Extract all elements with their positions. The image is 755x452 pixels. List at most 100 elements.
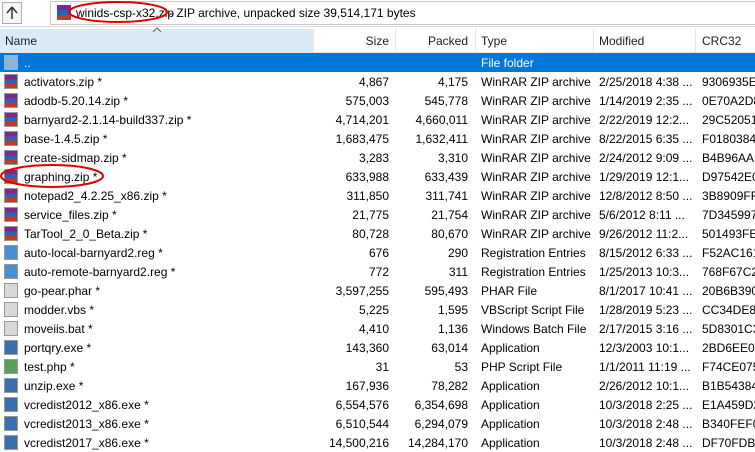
file-row[interactable]: test.php * 31 53 PHP Script File 1/1/2011 11… — [0, 357, 755, 376]
crc32: 20B6B390 — [702, 284, 755, 298]
column-title[interactable]: CRC32 — [702, 34, 742, 48]
crc32: 9306935E — [702, 75, 755, 89]
file-name: adodb-5.20.14.zip * — [24, 94, 129, 108]
packed-size: 4,175 — [437, 75, 468, 89]
file-name: auto-remote-barnyard2.reg * — [24, 265, 176, 279]
file-name: test.php * — [24, 360, 75, 374]
file-size: 311,850 — [346, 189, 390, 203]
crc32: 3B8909FF — [702, 189, 755, 203]
crc32: DF70FDBB — [702, 436, 755, 450]
file-size: 31 — [375, 360, 389, 374]
file-row[interactable]: go-pear.phar * 3,597,255 595,493 PHAR File 8… — [0, 281, 755, 300]
file-row[interactable]: service_files.zip * 21,775 21,754 WinRAR ZI… — [0, 205, 755, 224]
modified-date: 2/24/2012 9:09 ... — [599, 151, 693, 165]
sort-arrow — [152, 27, 162, 33]
file-size: 6,510,544 — [335, 417, 389, 431]
packed-size: 1,595 — [437, 303, 468, 317]
packed-size: 633,439 — [424, 170, 468, 184]
file-icon — [4, 226, 18, 241]
file-row[interactable]: adodb-5.20.14.zip * 575,003 545,778 WinRAR … — [0, 91, 755, 110]
file-row[interactable]: vcredist2012_x86.exe * 6,554,576 6,354,698… — [0, 395, 755, 414]
crc32: 5D8301C3 — [702, 322, 755, 336]
file-row[interactable]: activators.zip * 4,867 4,175 WinRAR ZIP arc… — [0, 72, 755, 91]
modified-date: 1/1/2011 11:19 ... — [599, 360, 691, 374]
file-row[interactable]: barnyard2-2.1.14-build337.zip * 4,714,201… — [0, 110, 755, 129]
file-row[interactable]: create-sidmap.zip * 3,283 3,310 WinRAR ZIP … — [0, 148, 755, 167]
crc32: D97542E0 — [702, 170, 755, 184]
path-field[interactable]: winids-csp-x32.zip - ZIP archive, unpack… — [50, 1, 755, 25]
column-separator — [593, 29, 594, 52]
file-icon — [4, 207, 18, 222]
up-arrow — [6, 6, 18, 19]
column-separator — [475, 29, 476, 52]
file-row[interactable]: base-1.4.5.zip * 1,683,475 1,632,411 WinRAR… — [0, 129, 755, 148]
file-type: WinRAR ZIP archive — [481, 151, 591, 165]
modified-date: 2/25/2018 4:38 ... — [599, 75, 693, 89]
file-name: graphing.zip * — [24, 170, 98, 184]
packed-size: 311 — [448, 265, 468, 279]
file-type: WinRAR ZIP archive — [481, 227, 591, 241]
parent-folder-row[interactable]: .. File folder — [0, 53, 755, 72]
file-size: 80,728 — [352, 227, 389, 241]
file-name: modder.vbs * — [24, 303, 95, 317]
file-icon — [4, 264, 18, 279]
file-row[interactable]: auto-remote-barnyard2.reg * 772 311 Registr… — [0, 262, 755, 281]
column-title[interactable]: Packed — [427, 34, 468, 48]
file-row[interactable]: modder.vbs * 5,225 1,595 VBScript Script Fi… — [0, 300, 755, 319]
file-name: vcredist2017_x86.exe * — [24, 436, 149, 450]
file-size: 4,867 — [358, 75, 389, 89]
column-title[interactable]: Type — [481, 34, 508, 48]
file-row[interactable]: vcredist2013_x86.exe * 6,510,544 6,294,079… — [0, 414, 755, 433]
crc32: 0E70A2D8 — [702, 94, 755, 108]
packed-size: 53 — [454, 360, 468, 374]
crc32: F52AC161 — [702, 246, 755, 260]
archive-icon — [57, 5, 71, 20]
crc32: F0180384 — [702, 132, 755, 146]
file-type: PHP Script File — [481, 360, 563, 374]
file-row[interactable]: graphing.zip * 633,988 633,439 WinRAR ZIP a… — [0, 167, 755, 186]
packed-size: 1,632,411 — [415, 132, 469, 146]
file-name: vcredist2013_x86.exe * — [24, 417, 149, 431]
modified-date: 1/28/2019 5:23 ... — [599, 303, 693, 317]
file-size: 5,225 — [358, 303, 389, 317]
file-name: go-pear.phar * — [24, 284, 101, 298]
column-title[interactable]: Size — [365, 34, 389, 48]
file-type: VBScript Script File — [481, 303, 585, 317]
packed-size: 6,294,079 — [414, 417, 468, 431]
column-title[interactable]: Modified — [599, 34, 645, 48]
file-type: PHAR File — [481, 284, 538, 298]
file-row[interactable]: moveiis.bat * 4,410 1,136 Windows Batch Fil… — [0, 319, 755, 338]
sorted-column-bg — [0, 29, 313, 52]
column-title[interactable]: Name — [5, 34, 38, 48]
file-icon — [4, 435, 18, 450]
file-row[interactable]: unzip.exe * 167,936 78,282 Application 2/26/… — [0, 376, 755, 395]
file-icon — [4, 416, 18, 431]
modified-date: 10/3/2018 2:48 ... — [599, 417, 693, 431]
packed-size: 14,284,170 — [407, 436, 468, 450]
file-type: WinRAR ZIP archive — [481, 170, 591, 184]
file-row[interactable]: auto-local-barnyard2.reg * 676 290 Registra… — [0, 243, 755, 262]
file-type: Application — [481, 417, 540, 431]
up-button[interactable] — [2, 2, 22, 24]
file-icon — [4, 340, 18, 355]
modified-date: 12/8/2012 8:50 ... — [599, 189, 693, 203]
modified-date: 1/25/2013 10:3... — [599, 265, 690, 279]
file-row[interactable]: vcredist2017_x86.exe * 14,500,216 14,284,1… — [0, 433, 755, 452]
modified-date: 2/26/2012 10:1... — [599, 379, 690, 393]
crc32: 7D345997 — [702, 208, 755, 222]
file-icon — [4, 359, 18, 374]
packed-size: 78,282 — [431, 379, 468, 393]
file-icon — [4, 150, 18, 165]
packed-size: 3,310 — [437, 151, 468, 165]
file-type: WinRAR ZIP archive — [481, 189, 591, 203]
file-row[interactable]: portqry.exe * 143,360 63,014 Application 12/… — [0, 338, 755, 357]
file-icon — [4, 283, 18, 298]
crc32: E1A459D2 — [702, 398, 755, 412]
file-icon — [4, 321, 18, 336]
file-row[interactable]: TarTool_2_0_Beta.zip * 80,728 80,670 WinRAR… — [0, 224, 755, 243]
modified-date: 8/1/2017 10:41 ... — [599, 284, 693, 298]
modified-date: 8/22/2015 6:35 ... — [599, 132, 693, 146]
file-type: Application — [481, 436, 540, 450]
folder-icon — [4, 55, 18, 70]
file-row[interactable]: notepad2_4.2.25_x86.zip * 311,850 311,741 W… — [0, 186, 755, 205]
